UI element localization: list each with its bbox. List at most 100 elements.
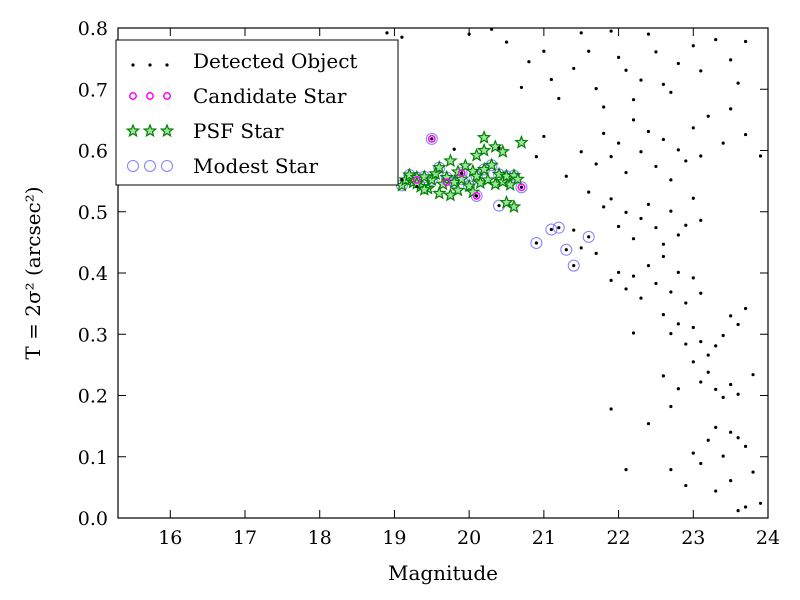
point-detected-object — [542, 49, 546, 53]
x-axis-label: Magnitude — [388, 561, 498, 585]
y-tick-label: 0.6 — [78, 141, 108, 163]
point-candidate-star — [442, 178, 451, 187]
point-detected-object — [557, 96, 561, 101]
point-detected-object — [654, 226, 658, 230]
point-psf-star — [450, 182, 466, 197]
legend-marker-detected-object — [165, 63, 169, 67]
point-modest-star — [530, 236, 543, 249]
point-detected-object — [743, 132, 748, 137]
x-tick-label: 23 — [681, 527, 705, 549]
legend-label-psf-star: PSF Star — [193, 119, 284, 143]
point-detected-object — [609, 407, 613, 411]
point-detected-object — [714, 387, 718, 391]
point-detected-object — [676, 61, 680, 66]
point-detected-object — [669, 209, 673, 213]
point-detected-object — [676, 322, 680, 326]
point-detected-object — [706, 370, 710, 374]
point-detected-object — [587, 49, 591, 53]
point-detected-object — [572, 264, 576, 268]
legend-marker-psf-star — [125, 123, 141, 138]
point-detected-object — [669, 90, 673, 94]
point-psf-star — [443, 153, 458, 168]
point-detected-object — [699, 291, 703, 295]
point-detected-object — [475, 194, 479, 198]
point-detected-object — [691, 126, 695, 130]
point-detected-object — [706, 114, 710, 118]
point-psf-star — [431, 160, 447, 174]
x-tick-label: 16 — [158, 527, 182, 549]
point-detected-object — [616, 141, 621, 145]
point-psf-star — [506, 199, 522, 214]
point-modest-star — [425, 132, 438, 145]
point-detected-object — [721, 454, 725, 458]
point-detected-object — [661, 82, 666, 86]
point-detected-object — [646, 129, 651, 134]
point-detected-object — [714, 344, 718, 348]
point-detected-object — [661, 374, 666, 378]
legend-markers — [125, 63, 175, 172]
point-candidate-star — [412, 175, 421, 184]
x-tick-label: 20 — [457, 527, 481, 549]
point-psf-star — [402, 167, 417, 182]
point-detected-object — [691, 196, 695, 200]
point-psf-star — [458, 158, 473, 173]
point-detected-object — [676, 233, 680, 237]
x-tick-label: 21 — [532, 527, 556, 549]
legend-label-detected-object: Detected Object — [193, 49, 357, 73]
point-detected-object — [385, 31, 389, 35]
point-detected-object — [743, 39, 748, 44]
point-detected-object — [743, 505, 748, 509]
point-detected-object — [676, 270, 680, 274]
point-candidate-star — [472, 191, 481, 200]
point-detected-object — [699, 218, 703, 222]
y-axis-label: T = 2σ² (arcsec²) — [21, 186, 45, 359]
x-tick-label: 24 — [756, 527, 780, 549]
point-detected-object — [699, 340, 703, 344]
point-detected-object — [714, 425, 718, 429]
y-tick-label: 0.0 — [78, 508, 108, 530]
point-detected-object — [579, 150, 583, 154]
point-detected-object — [557, 226, 561, 230]
point-detected-object — [624, 170, 628, 175]
point-detected-object — [743, 444, 748, 448]
point-detected-object — [751, 373, 755, 377]
point-detected-object — [616, 55, 621, 60]
point-detected-object — [729, 479, 733, 483]
point-detected-object — [684, 159, 688, 163]
point-detected-object — [400, 178, 404, 182]
point-detected-object — [639, 78, 643, 82]
point-detected-object — [736, 509, 740, 513]
point-detected-object — [684, 483, 688, 488]
point-detected-object — [661, 137, 666, 142]
point-detected-object — [706, 438, 710, 442]
point-modest-star — [515, 181, 528, 194]
point-detected-object — [587, 235, 591, 239]
point-psf-star — [495, 144, 511, 158]
point-detected-object — [691, 451, 695, 455]
point-detected-object — [699, 69, 703, 73]
y-tick-label: 0.5 — [78, 202, 108, 224]
point-psf-star — [510, 171, 525, 186]
legend-marker-modest-star — [127, 160, 139, 172]
point-detected-object — [669, 290, 673, 294]
point-detected-object — [646, 32, 651, 36]
point-detected-object — [736, 322, 740, 327]
point-detected-object — [400, 35, 404, 39]
point-detected-object — [646, 264, 651, 268]
point-psf-star — [514, 134, 529, 149]
point-detected-object — [572, 66, 576, 71]
axis-ticks: 16 17 18 19 20 21 22 23 24 0.0 0.1 0.2 0.3 0.4 0.5 0.6 0… — [78, 18, 780, 549]
point-detected-object — [669, 468, 673, 472]
point-detected-object — [504, 40, 509, 44]
point-detected-object — [699, 380, 703, 384]
x-tick-label: 19 — [382, 527, 406, 549]
point-detected-object — [631, 274, 636, 278]
point-detected-object — [654, 164, 658, 169]
point-detected-object — [661, 242, 666, 246]
point-detected-object — [460, 171, 464, 175]
point-detected-object — [631, 331, 636, 335]
point-detected-object — [631, 237, 636, 241]
point-detected-object — [654, 50, 658, 54]
y-tick-label: 0.1 — [78, 447, 108, 469]
point-detected-object — [646, 422, 651, 426]
